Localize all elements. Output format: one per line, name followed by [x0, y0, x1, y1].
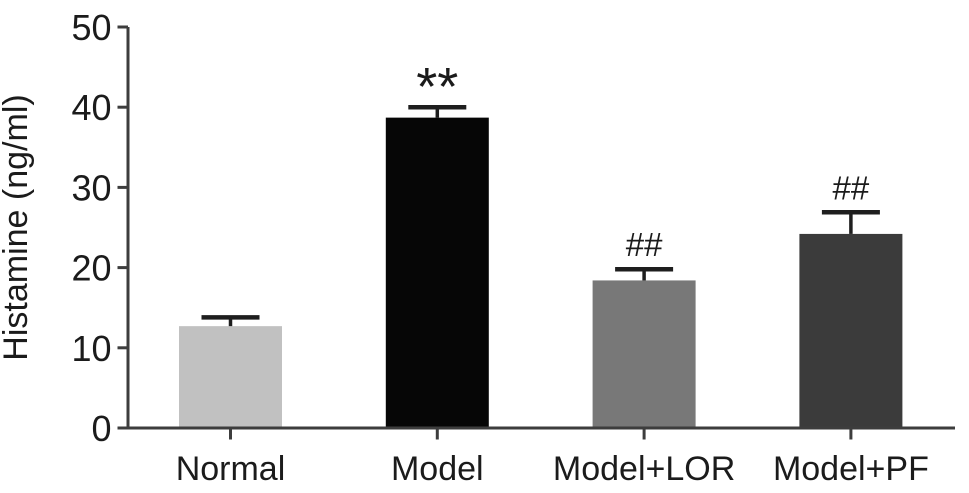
x-category-label-model-lor: Model+LOR: [553, 450, 735, 488]
significance-label-model-lor: ##: [626, 226, 663, 263]
y-tick-label-20: 20: [71, 248, 111, 289]
x-category-label-normal: Normal: [176, 450, 286, 488]
y-tick-label-30: 30: [71, 167, 111, 208]
y-tick-label-10: 10: [71, 328, 111, 369]
y-tick-label-50: 50: [71, 7, 111, 48]
y-axis-label: Histamine (ng/ml): [0, 94, 35, 360]
y-tick-label-0: 0: [91, 408, 111, 449]
bar-model-pf: [799, 233, 903, 428]
significance-label-model: **: [416, 57, 458, 117]
bar-model-lor: [592, 280, 696, 428]
significance-label-model-pf: ##: [833, 169, 870, 206]
y-tick-label-40: 40: [71, 87, 111, 128]
bar-normal: [179, 326, 282, 428]
x-category-label-model-pf: Model+PF: [773, 450, 929, 488]
bar-model: [385, 117, 489, 428]
x-category-label-model: Model: [391, 450, 484, 488]
